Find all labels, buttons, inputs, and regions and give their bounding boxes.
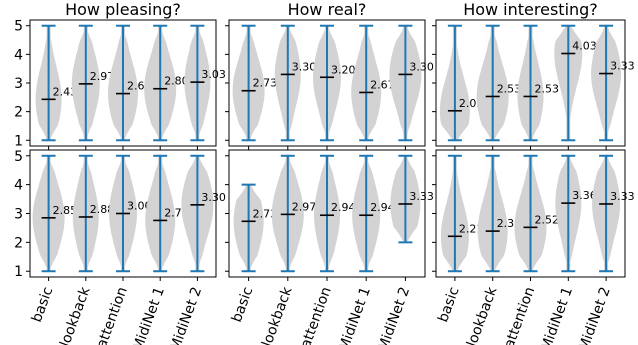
mean-value-label: 4.03 <box>572 40 597 53</box>
panel-0-1: How real? 2.73 3.30 3.20 2.67 3.30 <box>225 0 434 150</box>
panel-title: How real? <box>288 0 367 19</box>
category-label: lookback <box>259 284 296 345</box>
mean-value-label: 3.30 <box>201 191 226 204</box>
category-label: attention <box>501 285 538 345</box>
panel-1-1: 2.73 basic 2.97 lookback 2.94 attention 2.94 Mi… <box>225 149 434 345</box>
mean-value-label: 3.00 <box>127 200 152 213</box>
category-label: basic <box>29 285 56 325</box>
mean-value-label: 2.85 <box>53 204 78 217</box>
y-tick-label: 5 <box>14 19 23 35</box>
y-tick-label: 2 <box>14 235 23 251</box>
category-label: basic <box>435 285 462 325</box>
mean-value-label: 3.33 <box>409 190 434 203</box>
category-label: lookback <box>57 284 94 345</box>
panel-1-0: 123452.85basic2.88lookback3.00attention2… <box>14 149 226 345</box>
mean-value-label: 3.33 <box>610 60 635 73</box>
y-tick-label: 3 <box>14 207 23 223</box>
y-tick-label: 1 <box>14 264 23 280</box>
mean-value-label: 2.80 <box>164 75 189 88</box>
mean-value-label: 3.03 <box>201 68 226 81</box>
y-tick-label: 4 <box>14 47 23 63</box>
category-label: MidiNet 2 <box>375 285 413 345</box>
mean-value-label: 2.88 <box>90 203 115 216</box>
mean-value-label: 2.52 <box>535 213 560 226</box>
y-tick-label: 3 <box>14 76 23 92</box>
mean-value-label: 3.20 <box>331 63 356 76</box>
mean-value-label: 3.36 <box>572 189 597 202</box>
category-label: MidiNet 2 <box>167 285 205 345</box>
category-label: attention <box>94 285 131 345</box>
mean-value-label: 2.43 <box>53 85 78 98</box>
panel-1-2: 2.21basic2.39lookback2.52attention3.36Mi… <box>432 149 635 345</box>
category-label: lookback <box>464 284 501 345</box>
mean-value-label: 2.97 <box>90 70 115 83</box>
mean-value-label: 2.97 <box>292 200 317 213</box>
y-tick-label: 2 <box>14 105 23 121</box>
y-tick-label: 1 <box>14 133 23 149</box>
panel-title: How pleasing? <box>65 0 181 19</box>
mean-value-label: 3.33 <box>610 190 635 203</box>
category-label: MidiNet 2 <box>576 285 614 345</box>
mean-value-label: 2.53 <box>497 82 522 95</box>
category-label: basic <box>229 285 256 325</box>
mean-value-label: 2.67 <box>370 78 395 91</box>
category-label: MidiNet 1 <box>336 285 374 345</box>
mean-value-label: 2.21 <box>459 222 484 235</box>
panel-title: How interesting? <box>463 0 598 19</box>
mean-value-label: 2.94 <box>370 201 395 214</box>
category-label: MidiNet 1 <box>538 285 576 345</box>
category-label: attention <box>298 285 335 345</box>
mean-value-label: 3.30 <box>409 60 434 73</box>
mean-value-label: 3.30 <box>292 60 317 73</box>
category-label: MidiNet 1 <box>130 285 168 345</box>
mean-value-label: 2.73 <box>253 77 278 90</box>
y-tick-label: 5 <box>14 149 23 165</box>
y-tick-label: 4 <box>14 178 23 194</box>
panel-0-2: How interesting?2.032.53 2.534.033.33 <box>432 0 635 150</box>
mean-value-label: 2.73 <box>253 207 278 220</box>
mean-value-label: 2.53 <box>535 82 560 95</box>
mean-value-label: 2.94 <box>331 201 356 214</box>
